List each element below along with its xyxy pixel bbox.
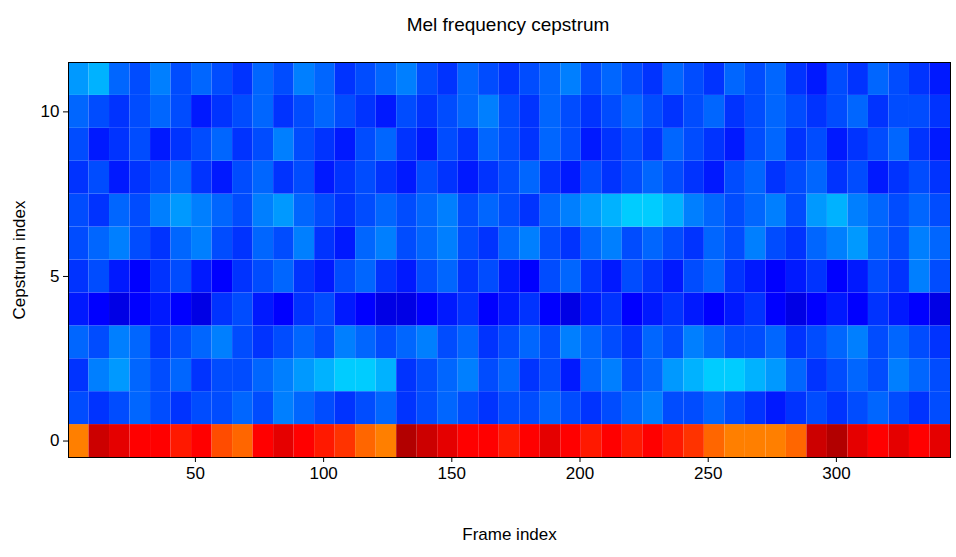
- svg-text:100: 100: [309, 464, 337, 483]
- svg-text:Cepstrum index: Cepstrum index: [10, 200, 29, 320]
- svg-text:0: 0: [50, 431, 59, 450]
- svg-text:250: 250: [694, 464, 722, 483]
- svg-text:10: 10: [41, 102, 60, 121]
- svg-text:300: 300: [822, 464, 850, 483]
- svg-text:150: 150: [438, 464, 466, 483]
- html-text:Mel frequency cepstrum: Mel frequency cepstrum: [406, 14, 610, 35]
- svg-text:5: 5: [50, 267, 59, 286]
- svg-text:200: 200: [566, 464, 594, 483]
- svg-text:50: 50: [186, 464, 205, 483]
- svg-text:Frame index: Frame index: [462, 525, 557, 544]
